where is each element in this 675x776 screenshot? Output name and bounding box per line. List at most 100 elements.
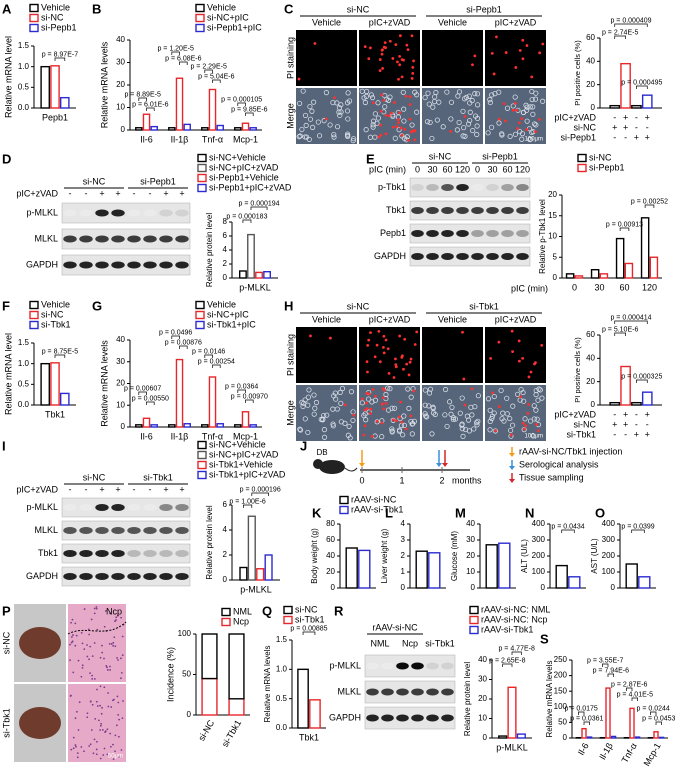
condition-mark: + [645, 112, 650, 122]
cell [369, 399, 375, 405]
pi-nucleus [521, 57, 525, 61]
legend-swatch [197, 450, 207, 460]
cell [519, 136, 525, 142]
nucleus [96, 628, 99, 631]
cell [487, 99, 493, 106]
blot-band [111, 527, 125, 534]
micrograph [485, 30, 546, 86]
pi-nucleus [412, 389, 416, 393]
cell [456, 119, 462, 126]
pi-nucleus [536, 429, 540, 433]
pi-nucleus [396, 60, 399, 64]
cell [450, 416, 456, 423]
pi-nucleus [371, 101, 375, 105]
legend-label: si-Tbk1 [295, 614, 325, 624]
pi-nucleus [410, 77, 414, 80]
nucleus [89, 700, 92, 703]
treatment-mark: + [163, 484, 168, 494]
significance-bracket [237, 102, 246, 106]
legend-label: si-NC [589, 152, 612, 162]
y-tick-label: 15 [548, 211, 557, 220]
pi-nucleus [398, 111, 402, 115]
cell [332, 390, 338, 396]
blot-band [79, 504, 93, 511]
p-value: p = 0.00885 [290, 625, 327, 632]
y-tick-label: 2 [223, 550, 228, 559]
cell [496, 89, 502, 95]
pi-nucleus [394, 419, 398, 423]
pi-nucleus [449, 130, 453, 133]
blot-strip [61, 228, 191, 250]
bar [150, 424, 158, 428]
significance-bracket [54, 354, 66, 358]
cell [296, 100, 303, 107]
cell [311, 99, 317, 105]
blot-band [63, 527, 77, 534]
nucleus [121, 717, 124, 720]
blot-row-label: GAPDH [329, 712, 361, 722]
bar [640, 217, 650, 279]
blot-band [411, 230, 424, 237]
treatment-mark: - [133, 484, 136, 494]
pi-nucleus [398, 63, 402, 67]
legend-label: Ncp [233, 616, 249, 626]
significance-bracket [636, 85, 648, 89]
condition-mark: + [623, 112, 628, 122]
cell [422, 402, 428, 408]
bar [345, 547, 358, 589]
y-tick-label: 2 [223, 259, 228, 268]
cell [422, 94, 428, 101]
legend-swatch [29, 23, 39, 33]
cell [331, 134, 337, 140]
cell [499, 132, 505, 138]
legend-swatch [29, 310, 39, 320]
nucleus [93, 678, 96, 680]
y-tick-label: 10 [548, 232, 557, 241]
y-axis-label: Relative protein level [205, 213, 214, 287]
treatment-mark: + [115, 484, 120, 494]
nucleus [74, 744, 77, 746]
pi-nucleus [366, 343, 370, 347]
y-tick-label: 0 [223, 273, 228, 282]
p-value: p = 0.0434 [551, 523, 584, 530]
blot-strip [364, 706, 456, 730]
legend-swatch [29, 3, 39, 13]
cell [406, 405, 412, 411]
pi-nucleus [526, 412, 530, 415]
legend-label: si-NC [295, 604, 318, 614]
legend-swatch [339, 495, 349, 505]
pi-nucleus [365, 360, 369, 364]
nucleus [120, 671, 123, 674]
blot-band [501, 230, 514, 237]
nucleus [71, 640, 74, 643]
pi-nucleus [363, 424, 367, 428]
nucleus [99, 757, 102, 760]
bar [610, 735, 617, 739]
pi-nucleus [540, 343, 544, 347]
bar [590, 269, 600, 279]
pi-nucleus [382, 98, 386, 102]
pi-nucleus [525, 128, 529, 131]
legend-label: si-Pepb1+Vehicle [209, 172, 279, 182]
nucleus [116, 695, 119, 698]
nucleus [88, 745, 91, 747]
blot-band [381, 662, 394, 670]
pi-nucleus [379, 123, 382, 127]
timeline-label: 0 [359, 475, 364, 485]
bar [249, 127, 257, 131]
blot-band [471, 207, 484, 214]
condition-mark: - [635, 112, 638, 122]
nucleus [93, 738, 96, 741]
cell [297, 427, 304, 433]
treatment-mark: + [115, 188, 120, 198]
significance-bracket [138, 391, 147, 395]
cell [442, 386, 449, 393]
pi-nucleus [408, 95, 412, 99]
lane-label: NML [370, 638, 389, 648]
x-tick-label: Tnf-α [202, 431, 223, 441]
condition-mark: + [623, 409, 628, 419]
blot-band [95, 550, 109, 557]
nucleus [75, 710, 78, 713]
bar [135, 424, 143, 428]
x-tick-label: 30 [594, 282, 604, 292]
